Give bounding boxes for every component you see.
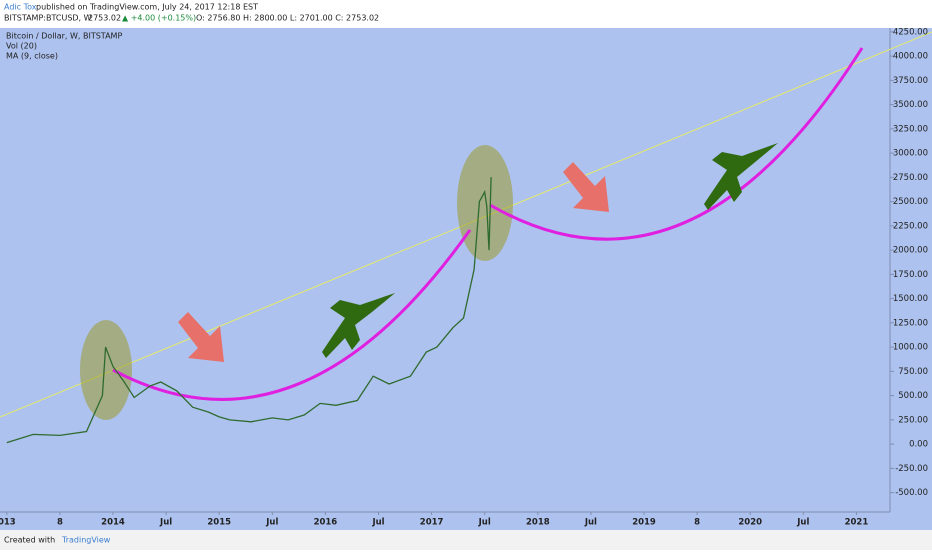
projection-curve — [489, 47, 864, 241]
x-tick-label: 2019 — [632, 518, 656, 528]
arrow-down — [563, 162, 609, 212]
price-line — [6, 177, 492, 444]
legend-indicator: Vol (20) — [6, 42, 37, 51]
x-tick-label: 013 — [0, 518, 16, 528]
y-tick-label: 4250.00 — [893, 27, 928, 37]
last-price: 2753.02 — [88, 14, 121, 23]
projection-curve — [112, 229, 472, 401]
header-bg — [0, 0, 932, 28]
y-tick-label: 3250.00 — [893, 124, 928, 134]
x-tick-label: Jul — [265, 518, 278, 528]
published: published on TradingView.com, July 24, 2… — [36, 3, 258, 12]
y-tick-label: -250.00 — [895, 464, 928, 474]
x-tick-label: 2020 — [738, 518, 762, 528]
y-tick-label: 3000.00 — [893, 149, 928, 159]
x-tick-label: 2017 — [420, 518, 444, 528]
y-tick-label: 2750.00 — [893, 173, 928, 183]
x-tick-label: 2015 — [207, 518, 231, 528]
x-tick-label: 2021 — [845, 518, 869, 528]
footer-bg — [0, 530, 932, 550]
x-tick-label: Jul — [796, 518, 809, 528]
y-tick-label: 2500.00 — [893, 197, 928, 207]
ohlc: O: 2756.80 H: 2800.00 L: 2701.00 C: 2753… — [196, 14, 379, 23]
y-tick-label: 250.00 — [898, 415, 928, 425]
footer-brand[interactable]: TradingView — [61, 536, 111, 545]
x-tick-label: Jul — [159, 518, 172, 528]
y-tick-label: 1500.00 — [893, 294, 928, 304]
y-tick-label: 750.00 — [898, 367, 928, 377]
y-tick-label: 1000.00 — [893, 343, 928, 353]
x-tick-label: Jul — [371, 518, 384, 528]
plot-bg — [0, 28, 932, 530]
y-tick-label: 1750.00 — [893, 270, 928, 280]
y-tick-label: 0.00 — [909, 440, 928, 450]
y-tick-label: -500.00 — [895, 488, 928, 498]
footer-created: Created with — [4, 536, 55, 545]
legend-series: Bitcoin / Dollar, W, BITSTAMP — [6, 32, 122, 41]
x-tick-label: Jul — [584, 518, 597, 528]
x-tick-label: 2016 — [314, 518, 338, 528]
x-tick-label: 8 — [694, 518, 700, 528]
jet-icon — [704, 143, 778, 210]
symbol: BITSTAMP:BTCUSD, W — [4, 14, 92, 23]
x-tick-label: 2018 — [526, 518, 550, 528]
y-tick-label: 500.00 — [898, 391, 928, 401]
y-tick-label: 4000.00 — [893, 52, 928, 62]
y-tick-label: 2000.00 — [893, 246, 928, 256]
x-tick-label: 2014 — [101, 518, 125, 528]
y-tick-label: 2250.00 — [893, 221, 928, 231]
x-tick-label: Jul — [478, 518, 491, 528]
jet-icon — [322, 293, 395, 358]
change: ▲ +4.00 (+0.15%) — [122, 14, 196, 23]
x-tick-label: 8 — [57, 518, 63, 528]
highlight-oval — [80, 320, 132, 420]
y-tick-label: 3750.00 — [893, 76, 928, 86]
highlight-oval — [457, 145, 513, 261]
legend-indicator: MA (9, close) — [6, 52, 58, 61]
author[interactable]: Adic Tox — [4, 3, 37, 12]
y-tick-label: 1250.00 — [893, 318, 928, 328]
y-tick-label: 3500.00 — [893, 100, 928, 110]
arrow-down — [178, 312, 224, 362]
